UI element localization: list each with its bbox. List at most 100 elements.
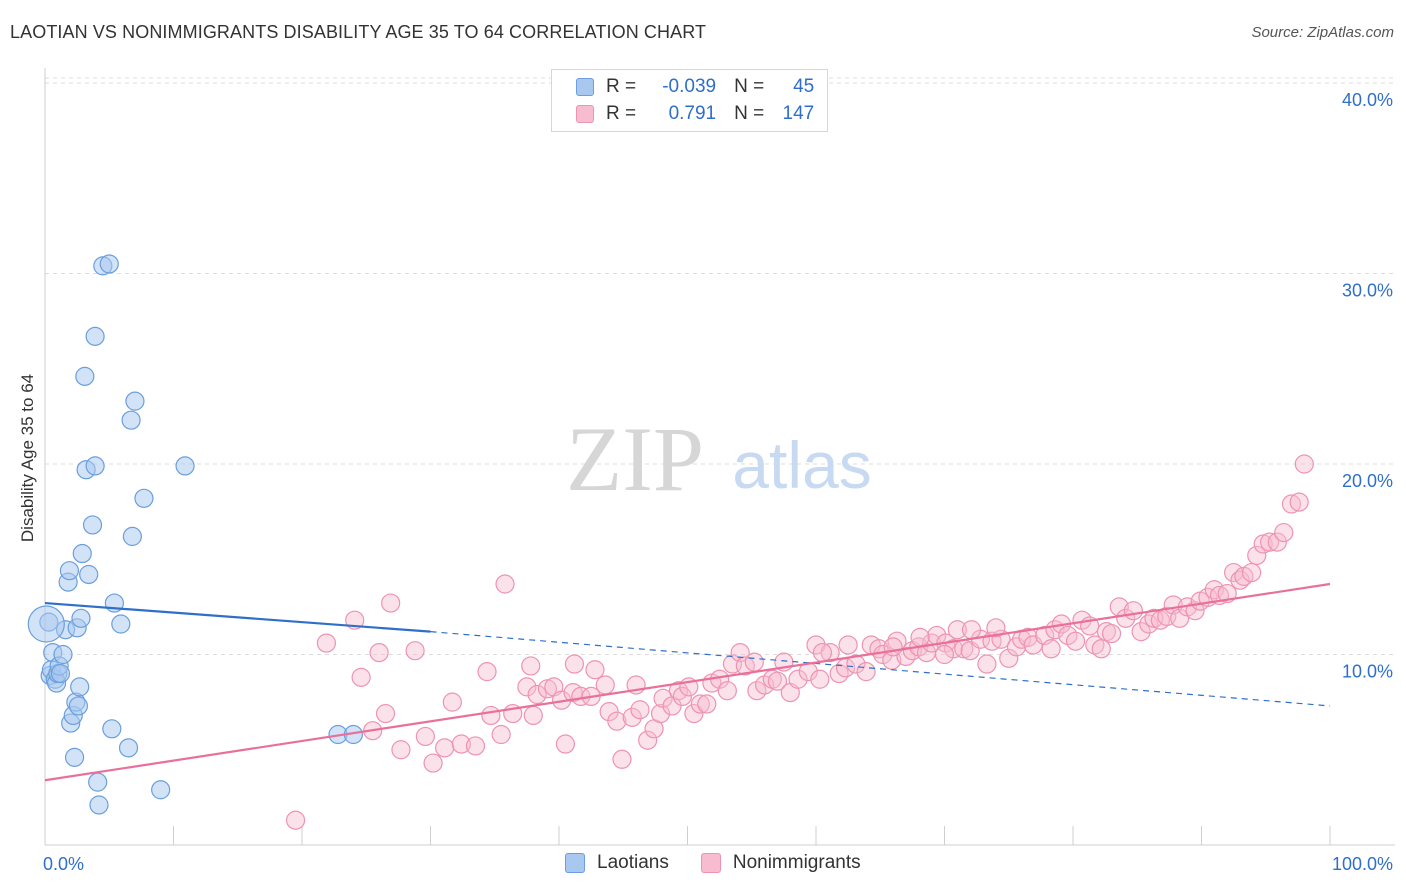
trend-lines — [44, 582, 1331, 782]
laotians-point — [125, 391, 145, 411]
nonimmigrants-point — [977, 654, 997, 674]
nonimmigrants-point — [838, 635, 858, 655]
nonimmigrants-point — [595, 675, 615, 695]
laotians-point — [85, 456, 105, 476]
nonimmigrants-point — [527, 684, 547, 705]
nonimmigrants-point — [495, 574, 515, 594]
laotians-point — [85, 326, 105, 346]
nonimmigrants-point — [788, 669, 808, 689]
nonimmigrants-point — [697, 694, 717, 714]
nonimmigrants-point — [285, 810, 306, 830]
x-tick-label: 100.0% — [1332, 854, 1393, 874]
laotians-point — [75, 366, 95, 386]
nonimmigrants-point — [316, 633, 337, 653]
nonimmigrants-point — [391, 740, 411, 760]
nonimmigrants-point — [1267, 532, 1287, 552]
legend-row-laotians: R = -0.039 N = 45 — [576, 75, 814, 99]
nonimmigrants-point — [491, 724, 511, 745]
nonimmigrants-point — [622, 707, 642, 727]
nonimmigrants-point — [999, 648, 1019, 668]
y-tick-label: 30.0% — [1342, 281, 1393, 301]
nonimmigrants-point — [1131, 622, 1151, 642]
nonimmigrants-point — [612, 749, 632, 769]
laotians-trend-line — [44, 601, 431, 633]
laotians-point — [68, 696, 89, 716]
nonimmigrants-point — [812, 642, 833, 663]
legend-item-nonimmigrants[interactable]: Nonimmigrants — [700, 852, 861, 874]
nonimmigrants-point — [744, 652, 764, 672]
nonimmigrants-point — [564, 654, 585, 674]
nonimmigrants-point — [1274, 522, 1294, 543]
y-tick-label: 40.0% — [1342, 90, 1393, 110]
nonimmigrants-point — [555, 734, 576, 754]
watermark: ZIP atlas — [566, 408, 872, 510]
legend-label-nonimmigrants: Nonimmigrants — [732, 852, 861, 873]
legend-item-laotians[interactable]: Laotians — [565, 852, 669, 874]
nonimmigrants-point — [961, 620, 982, 640]
watermark-atlas: atlas — [732, 428, 871, 502]
watermark-zip: ZIP — [566, 408, 704, 510]
laotians-point — [118, 738, 139, 758]
nonimmigrants-point — [1123, 601, 1143, 621]
laotians-point — [82, 515, 103, 535]
laotians-points — [27, 254, 363, 815]
axes — [44, 68, 1395, 846]
nonimmigrants-point — [477, 662, 497, 682]
laotians-point — [71, 608, 91, 628]
nonimmigrants-point — [465, 736, 486, 756]
legend-n-value: 147 — [782, 103, 815, 124]
series-legend: Laotians Nonimmigrants — [565, 852, 893, 874]
laotians-point — [79, 564, 99, 585]
laotians-point — [99, 254, 119, 274]
nonimmigrants-point — [947, 620, 967, 640]
nonimmigrants-point — [690, 694, 710, 714]
nonimmigrants-point — [820, 642, 840, 663]
laotians-point — [111, 614, 131, 634]
nonimmigrants-point — [1289, 492, 1309, 512]
legend-r-label: R = — [606, 103, 637, 124]
nonimmigrants-point — [910, 627, 930, 647]
nonimmigrants-point — [1294, 454, 1314, 474]
laotians-point — [121, 410, 141, 430]
laotians-point — [88, 772, 108, 792]
nonimmigrants-point — [1230, 570, 1250, 590]
nonimmigrants-point — [442, 692, 462, 712]
nonimmigrants-point — [369, 642, 389, 663]
nonimmigrants-point — [1242, 562, 1262, 583]
nonimmigrants-point — [1101, 623, 1122, 644]
legend-r-value: -0.039 — [662, 76, 717, 97]
nonimmigrants-point — [435, 738, 455, 758]
nonimmigrants-point — [451, 734, 471, 754]
nonimmigrants-point — [856, 662, 876, 682]
nonimmigrants-point — [684, 703, 704, 724]
nonimmigrants-point — [599, 702, 619, 722]
nonimmigrants-point — [767, 671, 788, 691]
legend-r-label: R = — [606, 76, 637, 97]
laotians-point — [175, 456, 195, 476]
nonimmigrants-point — [1204, 580, 1224, 600]
nonimmigrants-point — [1281, 494, 1302, 514]
nonimmigrants-point — [607, 711, 627, 731]
nonimmigrants-point — [717, 681, 737, 701]
nonimmigrants-point — [1041, 639, 1061, 659]
laotians-swatch — [565, 853, 585, 873]
nonimmigrants-point — [517, 677, 537, 697]
nonimmigrants-point — [381, 593, 401, 613]
legend-n-value: 45 — [793, 76, 815, 97]
laotians-point — [53, 644, 73, 665]
source-label: Source: ZipAtlas.com — [1251, 24, 1394, 41]
nonimmigrants-point — [638, 730, 658, 750]
legend-n-label: N = — [734, 103, 765, 124]
nonimmigrants-point — [521, 656, 541, 676]
nonimmigrants-point — [934, 644, 955, 665]
laotians-point — [70, 677, 90, 697]
nonimmigrants-swatch — [700, 853, 721, 873]
y-tick-label: 10.0% — [1342, 662, 1393, 682]
legend-r-value: 0.791 — [668, 103, 717, 124]
chart-title: LAOTIAN VS NONIMMIGRANTS DISABILITY AGE … — [10, 22, 707, 42]
nonimmigrants-point — [585, 660, 605, 680]
laotians-point — [59, 561, 80, 581]
laotians-trend-extension — [430, 631, 1331, 707]
nonimmigrants-point — [650, 703, 671, 724]
nonimmigrants-point — [1170, 608, 1190, 628]
